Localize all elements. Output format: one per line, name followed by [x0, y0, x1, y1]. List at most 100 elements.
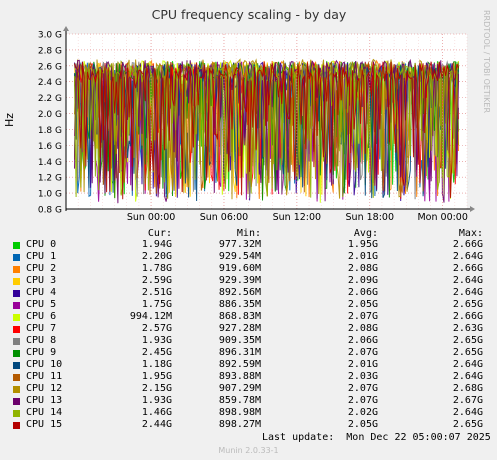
legend-series-name: CPU 4: [26, 287, 57, 298]
legend-swatch: [13, 266, 20, 273]
legend-value-cur: 1.95G: [141, 371, 172, 382]
legend-row: CPU 12 2.15G 907.29M 2.07G 2.68G: [0, 383, 497, 395]
legend-value-avg: 2.01G: [347, 359, 378, 370]
y-tick-label: 1.0 G: [38, 190, 62, 200]
legend-row: CPU 8 1.93G 909.35M 2.06G 2.65G: [0, 335, 497, 347]
legend-value-max: 2.68G: [452, 383, 483, 394]
legend-row: CPU 6 994.12M 868.83M 2.07G 2.66G: [0, 311, 497, 323]
legend-value-min: 909.35M: [218, 335, 261, 346]
legend-value-avg: 1.95G: [347, 239, 378, 250]
legend-value-min: 927.28M: [218, 323, 261, 334]
legend-value-avg: 2.05G: [347, 419, 378, 430]
legend-value-avg: 2.01G: [347, 251, 378, 262]
legend-value-max: 2.64G: [452, 359, 483, 370]
legend-value-cur: 2.15G: [141, 383, 172, 394]
y-tick-label: 1.6 G: [38, 142, 62, 152]
x-tick-label: Sun 06:00: [200, 212, 248, 223]
legend-value-avg: 2.07G: [347, 311, 378, 322]
legend-value-min: 929.39M: [218, 275, 261, 286]
legend-value-cur: 1.93G: [141, 395, 172, 406]
legend-series-name: CPU 0: [26, 239, 57, 250]
last-update: Last update: Mon Dec 22 05:00:07 2025: [262, 432, 491, 443]
legend-value-min: 929.54M: [218, 251, 261, 262]
legend-value-cur: 994.12M: [129, 311, 172, 322]
legend-value-max: 2.66G: [452, 311, 483, 322]
legend-value-max: 2.64G: [452, 251, 483, 262]
legend-value-cur: 1.18G: [141, 359, 172, 370]
legend-swatch: [13, 338, 20, 345]
legend-series-name: CPU 6: [26, 311, 57, 322]
side-label: RRDTOOL / TOBI OETIKER: [482, 10, 491, 113]
munin-version: Munin 2.0.33-1: [218, 446, 279, 455]
legend-header-cur: Cur:: [147, 228, 172, 239]
legend-swatch: [13, 398, 20, 405]
legend-swatch: [13, 302, 20, 309]
legend-swatch: [13, 314, 20, 321]
y-tick-label: 0.8 G: [38, 206, 62, 216]
legend-value-min: 892.59M: [218, 359, 261, 370]
series-line: [74, 58, 459, 204]
legend-row: CPU 11 1.95G 893.88M 2.03G 2.64G: [0, 371, 497, 383]
legend-row: CPU 1 2.20G 929.54M 2.01G 2.64G: [0, 251, 497, 263]
legend-value-max: 2.65G: [452, 419, 483, 430]
legend-value-max: 2.64G: [452, 407, 483, 418]
legend-value-max: 2.65G: [452, 299, 483, 310]
legend-value-min: 892.56M: [218, 287, 261, 298]
legend-swatch: [13, 362, 20, 369]
legend-swatch: [13, 374, 20, 381]
legend-value-min: 898.98M: [218, 407, 261, 418]
x-tick-label: Sun 00:00: [127, 212, 175, 223]
legend-swatch: [13, 326, 20, 333]
y-tick-label: 3.0 G: [38, 31, 62, 41]
legend-value-avg: 2.06G: [347, 287, 378, 298]
legend-row: CPU 9 2.45G 896.31M 2.07G 2.65G: [0, 347, 497, 359]
legend-series-name: CPU 9: [26, 347, 57, 358]
legend-value-min: 896.31M: [218, 347, 261, 358]
legend-series-name: CPU 5: [26, 299, 57, 310]
y-tick-label: 2.0 G: [38, 110, 62, 120]
legend-value-cur: 1.94G: [141, 239, 172, 250]
legend-value-cur: 2.20G: [141, 251, 172, 262]
legend-value-cur: 2.45G: [141, 347, 172, 358]
y-tick-label: 2.8 G: [38, 46, 62, 56]
legend-value-max: 2.67G: [452, 395, 483, 406]
legend-swatch: [13, 254, 20, 261]
legend-header-min: Min:: [236, 228, 261, 239]
y-tick-label: 2.2 G: [38, 94, 62, 104]
legend-row: CPU 2 1.78G 919.60M 2.08G 2.66G: [0, 263, 497, 275]
y-axis-label: Hz: [3, 113, 16, 127]
x-tick-label: Mon 00:00: [417, 212, 467, 223]
legend-series-name: CPU 2: [26, 263, 57, 274]
legend-value-avg: 2.03G: [347, 371, 378, 382]
y-axis-arrow: [63, 26, 69, 31]
legend-value-max: 2.66G: [452, 263, 483, 274]
legend-series-name: CPU 13: [26, 395, 63, 406]
legend-value-cur: 1.78G: [141, 263, 172, 274]
legend-row: CPU 3 2.59G 929.39M 2.09G 2.64G: [0, 275, 497, 287]
legend-swatch: [13, 350, 20, 357]
legend-series-name: CPU 11: [26, 371, 63, 382]
legend-value-cur: 1.75G: [141, 299, 172, 310]
legend-value-min: 919.60M: [218, 263, 261, 274]
y-tick-label: 2.6 G: [38, 62, 62, 72]
legend-value-min: 886.35M: [218, 299, 261, 310]
legend-value-avg: 2.06G: [347, 335, 378, 346]
legend-value-min: 893.88M: [218, 371, 261, 382]
legend-value-max: 2.65G: [452, 335, 483, 346]
legend-series-name: CPU 8: [26, 335, 57, 346]
legend-value-avg: 2.07G: [347, 383, 378, 394]
legend-value-max: 2.66G: [452, 239, 483, 250]
legend-value-cur: 2.51G: [141, 287, 172, 298]
legend-value-avg: 2.05G: [347, 299, 378, 310]
legend-value-avg: 2.08G: [347, 263, 378, 274]
legend-row: CPU 7 2.57G 927.28M 2.08G 2.63G: [0, 323, 497, 335]
y-tick-label: 2.4 G: [38, 78, 62, 88]
legend-value-cur: 2.57G: [141, 323, 172, 334]
legend-row: CPU 4 2.51G 892.56M 2.06G 2.64G: [0, 287, 497, 299]
chart-title: CPU frequency scaling - by day: [152, 7, 347, 22]
legend-row: CPU 5 1.75G 886.35M 2.05G 2.65G: [0, 299, 497, 311]
series-line: [74, 61, 459, 200]
legend-series-name: CPU 10: [26, 359, 63, 370]
legend-swatch: [13, 290, 20, 297]
